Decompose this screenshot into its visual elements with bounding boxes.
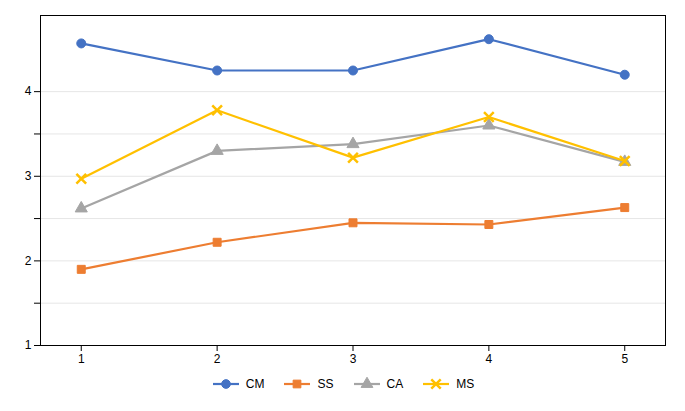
svg-text:4: 4: [25, 84, 32, 98]
svg-text:1: 1: [78, 352, 85, 366]
svg-text:5: 5: [621, 352, 628, 366]
html-text:SS: SS: [317, 377, 334, 391]
svg-text:4: 4: [486, 352, 493, 366]
html-text:CA: CA: [386, 377, 404, 391]
svg-text:3: 3: [25, 169, 32, 183]
html-text:CM: CM: [245, 377, 265, 391]
svg-text:2: 2: [214, 352, 221, 366]
svg-text:2: 2: [25, 254, 32, 268]
svg-text:1: 1: [25, 338, 32, 352]
svg-text:3: 3: [350, 352, 357, 366]
html-text:MS: MS: [456, 377, 475, 391]
